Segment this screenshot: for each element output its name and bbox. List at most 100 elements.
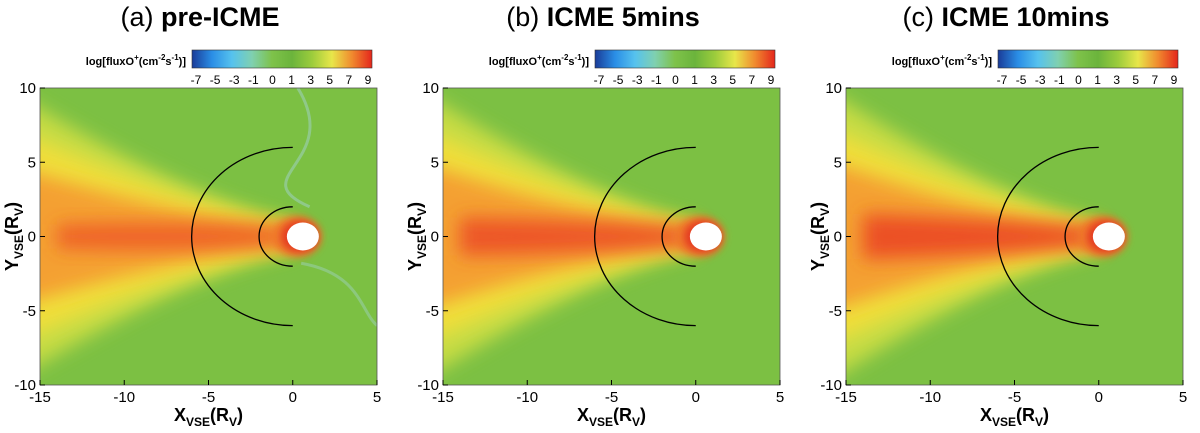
y-tick-label: 0 — [28, 229, 36, 246]
x-tick-label: 0 — [1095, 389, 1103, 406]
colorbar-tick-label: 7 — [1152, 73, 1159, 87]
colorbar-tick-label: -5 — [613, 73, 624, 87]
heatmap-plot: -15 -10 -5 0 51050-5-10XVSE(RV)YVSE(RV)log[f… — [808, 49, 1187, 429]
colorbar-tick-label: 1 — [691, 73, 698, 87]
colorbar-tick-label: -3 — [229, 73, 240, 87]
y-tick-label: 0 — [431, 229, 439, 246]
panel-label: (c) — [902, 2, 934, 32]
colorbar — [191, 49, 373, 69]
x-tick-label: 5 — [1179, 389, 1187, 406]
colorbar-tick-label: 5 — [326, 73, 333, 87]
panel-label: (b) — [506, 2, 540, 32]
x-axis-label: XVSE(RV) — [174, 405, 243, 429]
x-tick-label: -15 — [29, 389, 51, 406]
y-axis-label: YVSE(RV) — [2, 202, 26, 271]
y-tick-label: 10 — [825, 80, 842, 97]
panel-title-text: ICME 5mins — [546, 2, 700, 32]
plume-core — [862, 213, 1103, 260]
x-tick-label: 5 — [776, 389, 784, 406]
y-tick-label: -5 — [23, 303, 36, 320]
colorbar-tick-label: 1 — [1094, 73, 1101, 87]
colorbar-tick-label: 9 — [365, 73, 372, 87]
semicircle-r2 — [661, 206, 696, 267]
colorbar — [594, 49, 776, 69]
x-tick-label: -5 — [202, 389, 215, 406]
planet-disc — [1092, 222, 1125, 251]
panel-b: (b) ICME 5mins -15 -10 -5 0 5 10 5 0 -5 -10 XVSE(R… — [403, 0, 803, 433]
colorbar-tick-label: 0 — [672, 73, 679, 87]
x-tick-label: -5 — [1008, 389, 1021, 406]
panel-title-text: pre-ICME — [161, 2, 280, 32]
y-tick-label: 5 — [28, 154, 36, 171]
colorbar-tick-label: 7 — [749, 73, 756, 87]
y-axis-label: YVSE(RV) — [405, 202, 429, 271]
y-tick-label: -5 — [829, 303, 842, 320]
colorbar-tick-label: -3 — [1035, 73, 1046, 87]
x-tick-label: -15 — [432, 389, 454, 406]
colorbar-label: log[fluxO+(cm-2s-1)] — [892, 53, 993, 68]
x-tick-label: -10 — [516, 389, 538, 406]
y-tick-label: 5 — [834, 154, 842, 171]
colorbar-label: log[fluxO+(cm-2s-1)] — [86, 53, 187, 68]
colorbar-tick-label: 5 — [729, 73, 736, 87]
y-tick-label: 10 — [422, 80, 439, 97]
x-tick-label: 0 — [692, 389, 700, 406]
colorbar-tick-label: 0 — [1075, 73, 1082, 87]
x-tick-label: -10 — [919, 389, 941, 406]
panel-c: (c) ICME 10mins -15 -10 -5 0 5 10 5 0 -5 -10 XVSE(… — [806, 0, 1200, 433]
colorbar-tick-label: 5 — [1132, 73, 1139, 87]
colorbar-tick-label: -5 — [210, 73, 221, 87]
colorbar-tick-label: 3 — [710, 73, 717, 87]
y-tick-label: -10 — [820, 377, 842, 394]
x-tick-label: -15 — [835, 389, 857, 406]
heatmap-field — [846, 88, 1183, 385]
y-tick-label: -10 — [14, 377, 36, 394]
colorbar-tick-label: -7 — [191, 73, 202, 87]
colorbar-tick-label: -5 — [1016, 73, 1027, 87]
x-tick-label: -10 — [113, 389, 135, 406]
semicircle-r6 — [997, 146, 1099, 327]
heatmap-field — [443, 88, 780, 385]
semicircle-r6 — [191, 146, 293, 327]
y-tick-label: -5 — [426, 303, 439, 320]
colorbar-tick-label: -1 — [1054, 73, 1065, 87]
colorbar — [997, 49, 1179, 69]
semicircle-r6 — [594, 146, 696, 327]
colorbar-label: log[fluxO+(cm-2s-1)] — [489, 53, 590, 68]
colorbar-tick-label: -7 — [997, 73, 1008, 87]
y-tick-label: 0 — [834, 229, 842, 246]
heatmap-plot: -15 -10 -5 0 51050-5-10XVSE(RV)YVSE(RV)log[f… — [405, 49, 784, 429]
colorbar-tick-label: -3 — [632, 73, 643, 87]
colorbar-tick-label: -1 — [248, 73, 259, 87]
x-axis-label: XVSE(RV) — [577, 405, 646, 429]
colorbar-tick-label: 7 — [346, 73, 353, 87]
semicircle-r2 — [258, 206, 293, 267]
planet-disc — [689, 222, 722, 251]
semicircle-r2 — [1064, 206, 1099, 267]
panel-title-text: ICME 10mins — [941, 2, 1110, 32]
x-tick-label: 5 — [373, 389, 381, 406]
x-tick-label: -5 — [605, 389, 618, 406]
planet-disc — [286, 222, 319, 251]
panel-title: (a) pre-ICME — [0, 2, 400, 33]
colorbar-tick-label: 9 — [1171, 73, 1178, 87]
colorbar-tick-label: -1 — [651, 73, 662, 87]
colorbar-tick-label: 0 — [269, 73, 276, 87]
panel-title: (b) ICME 5mins — [403, 2, 803, 33]
plume-core — [459, 217, 700, 256]
colorbar-tick-label: 9 — [768, 73, 775, 87]
y-tick-label: 10 — [19, 80, 36, 97]
panel-title: (c) ICME 10mins — [806, 2, 1200, 33]
plume-core — [56, 223, 297, 250]
y-tick-label: -10 — [417, 377, 439, 394]
colorbar-tick-label: 3 — [1113, 73, 1120, 87]
wave-structure — [300, 261, 377, 327]
y-axis-label: YVSE(RV) — [808, 202, 832, 271]
wave-structure — [284, 88, 312, 209]
panel-label: (a) — [120, 2, 154, 32]
x-axis-label: XVSE(RV) — [980, 405, 1049, 429]
colorbar-tick-label: 1 — [288, 73, 295, 87]
heatmap-field — [40, 88, 377, 385]
y-tick-label: 5 — [431, 154, 439, 171]
x-tick-label: 0 — [289, 389, 297, 406]
